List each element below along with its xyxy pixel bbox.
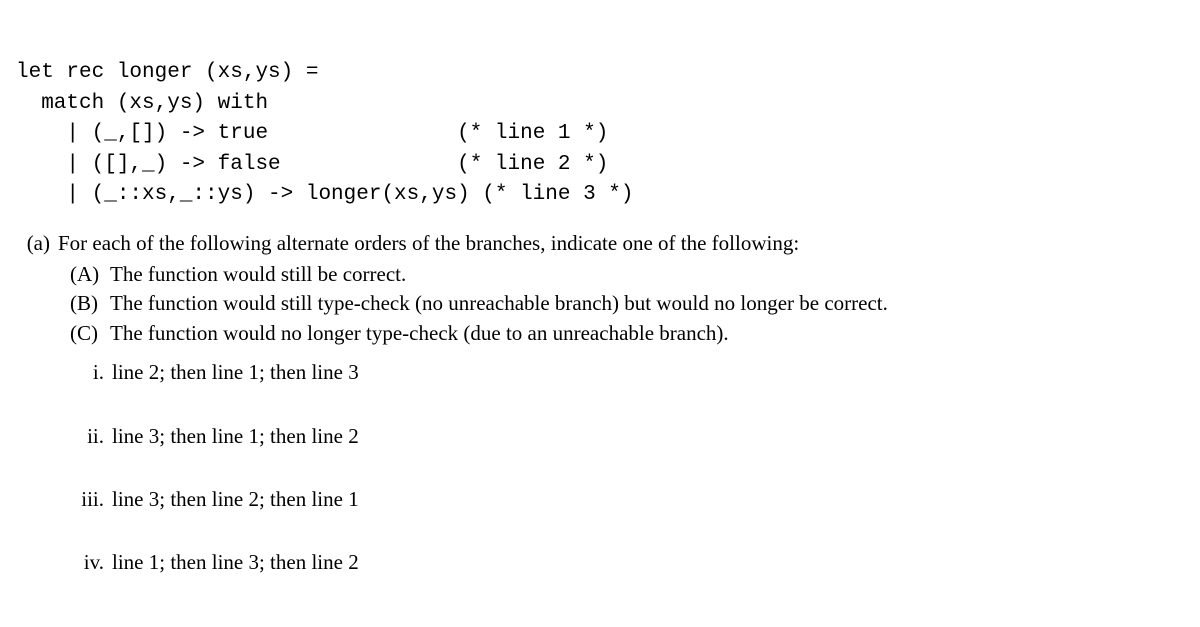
sub-item-iv: iv. line 1; then line 3; then line 2 [58, 548, 1184, 577]
sub-text: line 3; then line 1; then line 2 [112, 422, 1184, 451]
sub-text: line 3; then line 2; then line 1 [112, 485, 1184, 514]
option-label: (B) [70, 289, 110, 318]
code-comment: (* line 2 *) [457, 153, 608, 176]
sub-label: i. [70, 358, 112, 387]
option-c: (C) The function would no longer type-ch… [58, 319, 1184, 348]
sub-label: iv. [70, 548, 112, 577]
code-line: match (xs,ys) with [16, 92, 268, 115]
question-label: (a) [16, 229, 58, 258]
option-text: The function would still be correct. [110, 260, 1184, 289]
code-line: | (_,[]) -> true [16, 122, 268, 145]
sub-item-ii: ii. line 3; then line 1; then line 2 [58, 422, 1184, 451]
sub-text: line 2; then line 1; then line 3 [112, 358, 1184, 387]
option-label: (C) [70, 319, 110, 348]
sub-list: i. line 2; then line 1; then line 3 ii. … [58, 358, 1184, 578]
sub-label: iii. [70, 485, 112, 514]
question-body: For each of the following alternate orde… [58, 229, 1184, 578]
code-line: let rec longer (xs,ys) = [16, 61, 318, 84]
question-a: (a) For each of the following alternate … [16, 229, 1184, 578]
option-text: The function would no longer type-check … [110, 319, 1184, 348]
sub-text: line 1; then line 3; then line 2 [112, 548, 1184, 577]
option-label: (A) [70, 260, 110, 289]
code-line: | ([],_) -> false [16, 153, 281, 176]
code-line: | (_::xs,_::ys) -> longer(xs,ys) (* line… [16, 183, 634, 206]
code-block: let rec longer (xs,ys) = match (xs,ys) w… [16, 28, 1184, 211]
option-text: The function would still type-check (no … [110, 289, 1184, 318]
question-lead: For each of the following alternate orde… [58, 229, 1184, 258]
sub-label: ii. [70, 422, 112, 451]
option-a: (A) The function would still be correct. [58, 260, 1184, 289]
sub-item-iii: iii. line 3; then line 2; then line 1 [58, 485, 1184, 514]
option-b: (B) The function would still type-check … [58, 289, 1184, 318]
sub-item-i: i. line 2; then line 1; then line 3 [58, 358, 1184, 387]
code-comment: (* line 1 *) [457, 122, 608, 145]
